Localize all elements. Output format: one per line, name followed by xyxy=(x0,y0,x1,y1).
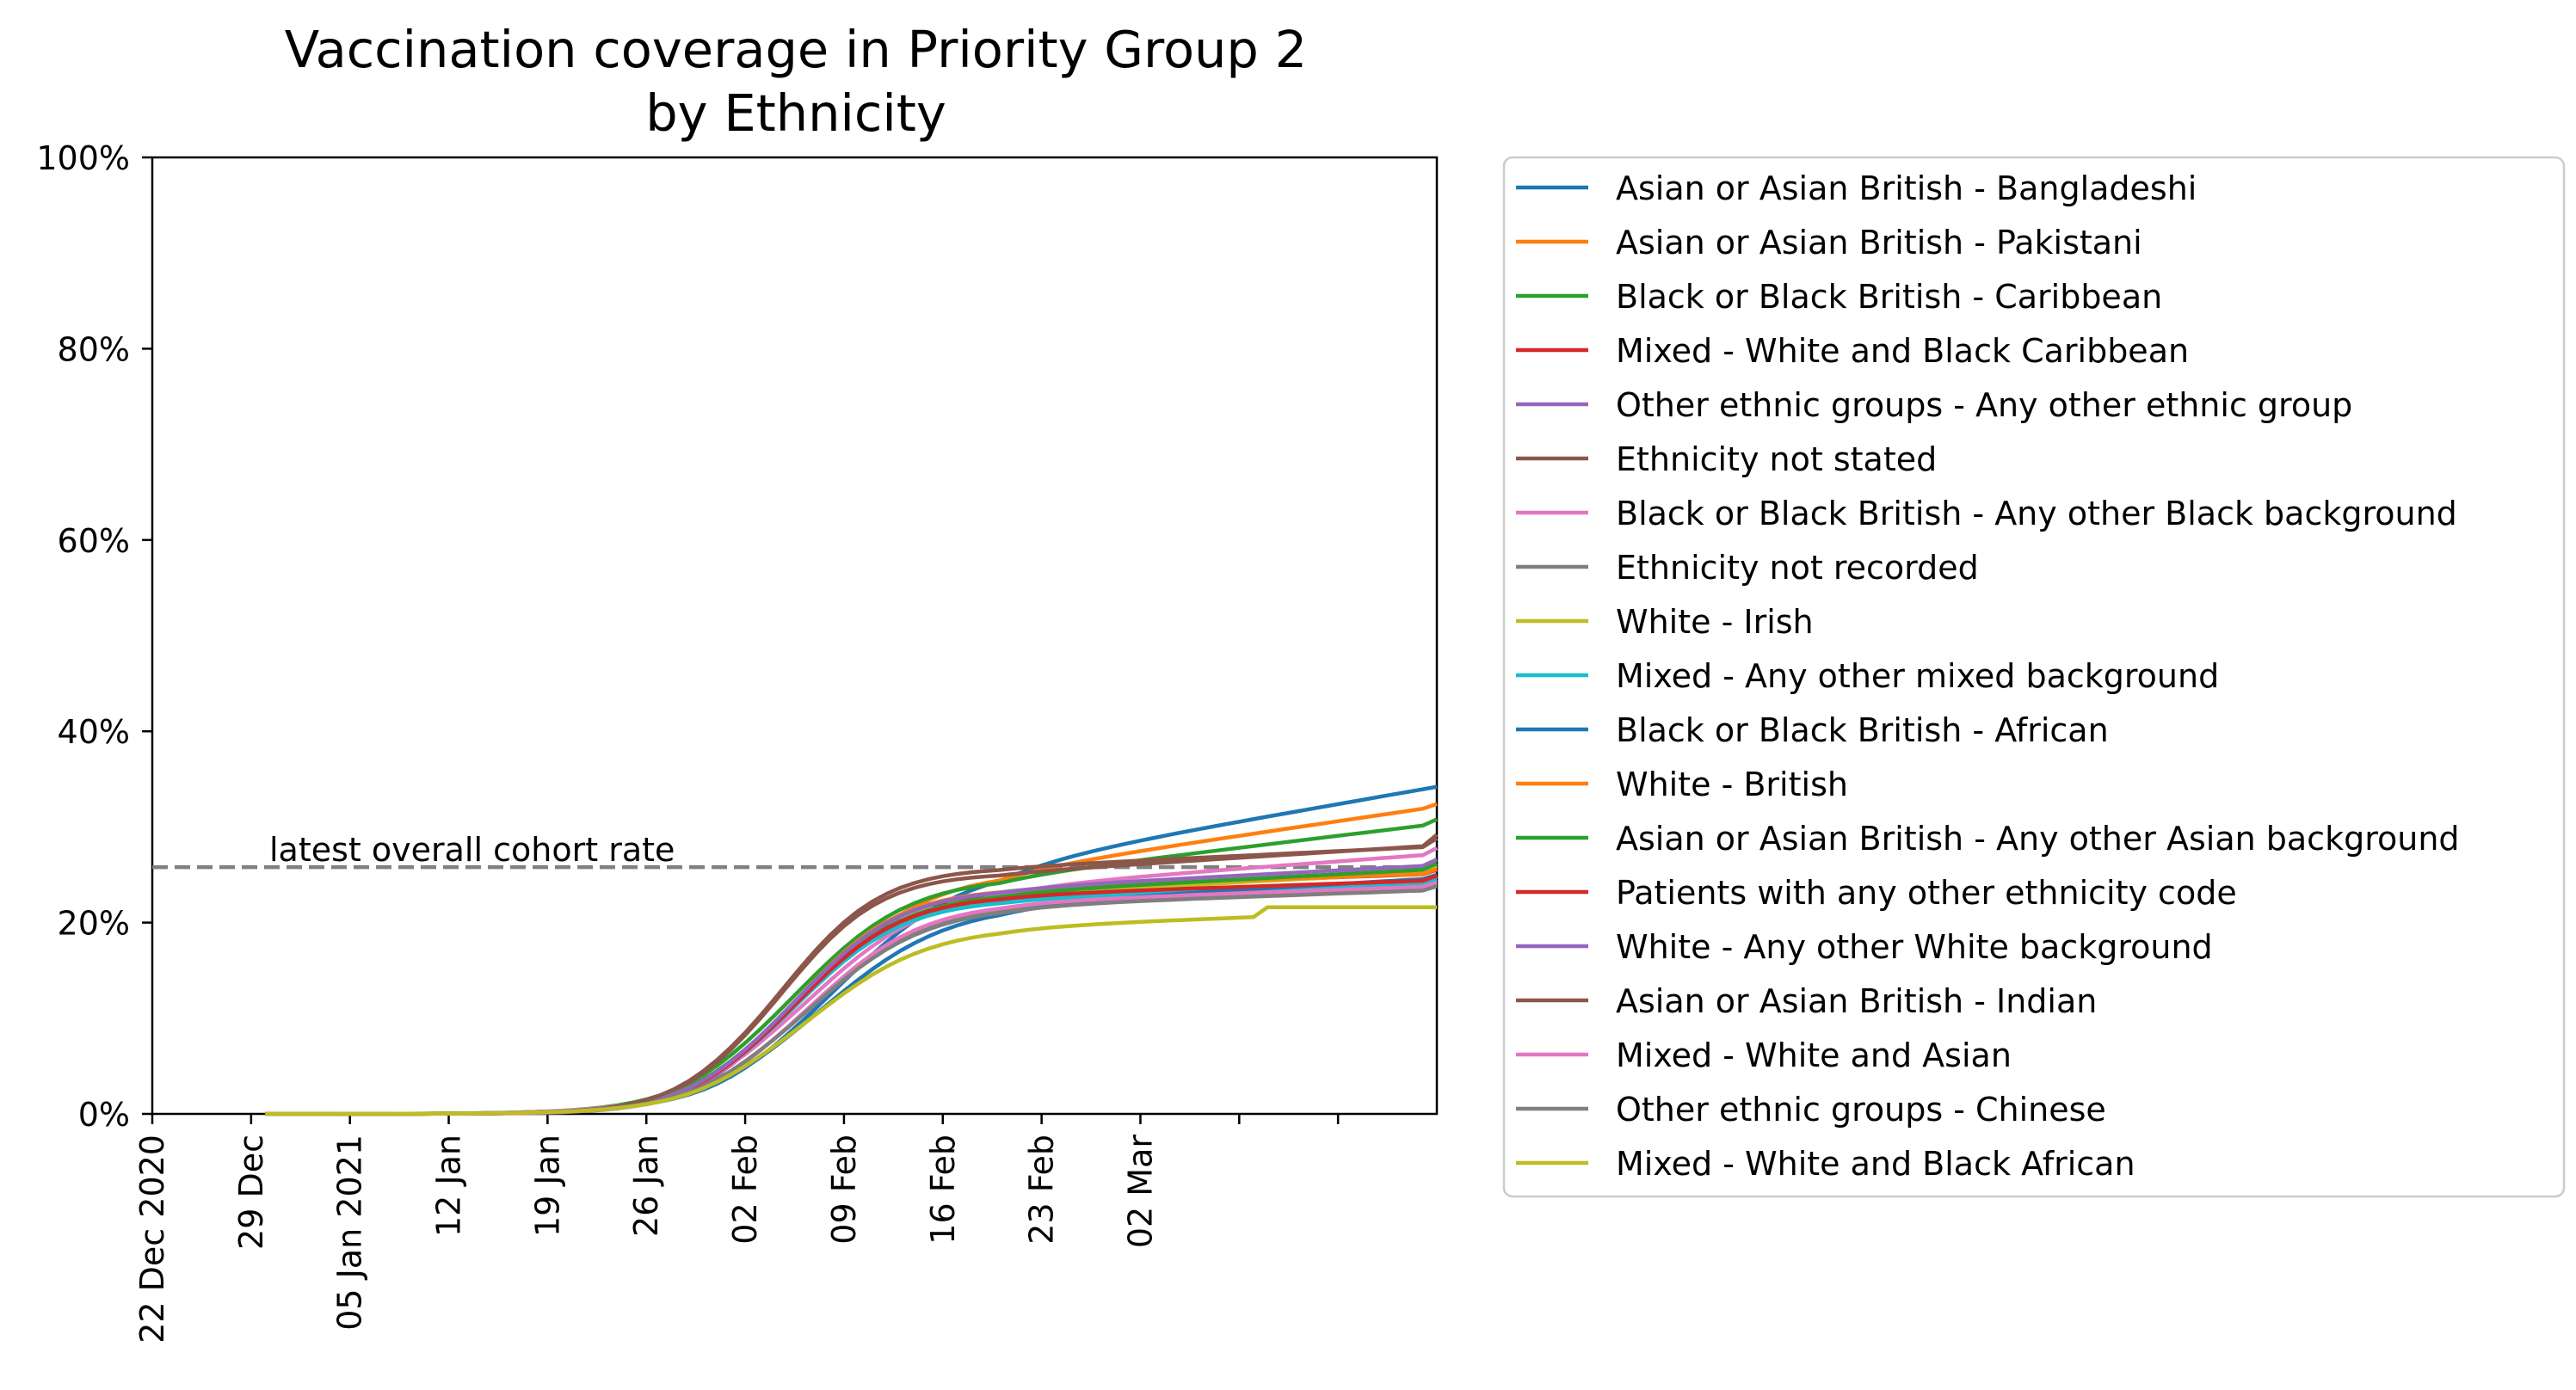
x-tick-label: 19 Jan xyxy=(528,1135,566,1237)
legend-entry: Mixed - White and Asian xyxy=(1616,1036,2012,1074)
legend-entry: Mixed - White and Black Caribbean xyxy=(1616,332,2189,370)
legend-entry: Other ethnic groups - Chinese xyxy=(1616,1091,2106,1129)
chart-title-line-2: by Ethnicity xyxy=(645,83,946,143)
x-tick-label: 26 Jan xyxy=(627,1135,665,1237)
x-tick-label: 29 Dec xyxy=(232,1135,270,1250)
legend-entry: Asian or Asian British - Any other Asian… xyxy=(1616,820,2460,858)
legend-entry: Black or Black British - African xyxy=(1616,711,2109,749)
x-tick-label: 05 Jan 2021 xyxy=(331,1135,369,1331)
legend-entry: White - British xyxy=(1616,766,1848,803)
y-tick-label: 0% xyxy=(78,1096,130,1134)
legend-entry: Asian or Asian British - Bangladeshi xyxy=(1616,169,2197,207)
legend-entry: Ethnicity not recorded xyxy=(1616,549,1979,587)
series-line-12 xyxy=(265,867,1438,1116)
legend-entry: Patients with any other ethnicity code xyxy=(1616,874,2237,912)
x-tick-label: 23 Feb xyxy=(1023,1135,1061,1245)
y-tick-label: 20% xyxy=(58,905,130,943)
chart-title-line-1: Vaccination coverage in Priority Group 2 xyxy=(285,20,1307,79)
y-tick-label: 100% xyxy=(36,139,130,177)
legend-entry: Mixed - White and Black African xyxy=(1616,1145,2135,1183)
y-tick-label: 80% xyxy=(58,330,130,368)
plot-area: 0% 20% 40% 60% 80% 100% 22 Dec 2020 29 Dec 05 Ja… xyxy=(36,139,1439,1344)
series-group xyxy=(265,784,1439,1116)
legend-entry: Black or Black British - Caribbean xyxy=(1616,278,2162,316)
legend-entry: White - Irish xyxy=(1616,603,1814,641)
legend: Asian or Asian British - Bangladeshi Asia… xyxy=(1502,156,2566,1198)
x-tick-label: 22 Dec 2020 xyxy=(133,1135,171,1344)
legend-entry: Other ethnic groups - Any other ethnic g… xyxy=(1616,386,2352,424)
x-tick-label: 02 Feb xyxy=(726,1135,764,1245)
legend-entry: Asian or Asian British - Indian xyxy=(1616,982,2097,1020)
x-tick-label: 12 Jan xyxy=(430,1135,468,1237)
plot-frame xyxy=(151,156,1439,1116)
x-tick-label: 02 Mar xyxy=(1121,1135,1159,1249)
legend-entry: Black or Black British - Any other Black… xyxy=(1616,495,2457,532)
legend-entry: Ethnicity not stated xyxy=(1616,440,1937,478)
x-tick-label: 09 Feb xyxy=(825,1135,863,1245)
y-tick-label: 60% xyxy=(58,522,130,560)
legend-box xyxy=(1502,156,2566,1198)
series-line-4 xyxy=(265,868,1438,1116)
series-line-19 xyxy=(265,905,1437,1116)
x-tick-label: 16 Feb xyxy=(924,1135,962,1245)
legend-entry: Mixed - Any other mixed background xyxy=(1616,657,2219,695)
reference-line-label: latest overall cohort rate xyxy=(269,831,675,869)
legend-entry: Asian or Asian British - Pakistani xyxy=(1616,224,2142,261)
y-tick-label: 40% xyxy=(58,713,130,751)
legend-entry: White - Any other White background xyxy=(1616,928,2213,966)
